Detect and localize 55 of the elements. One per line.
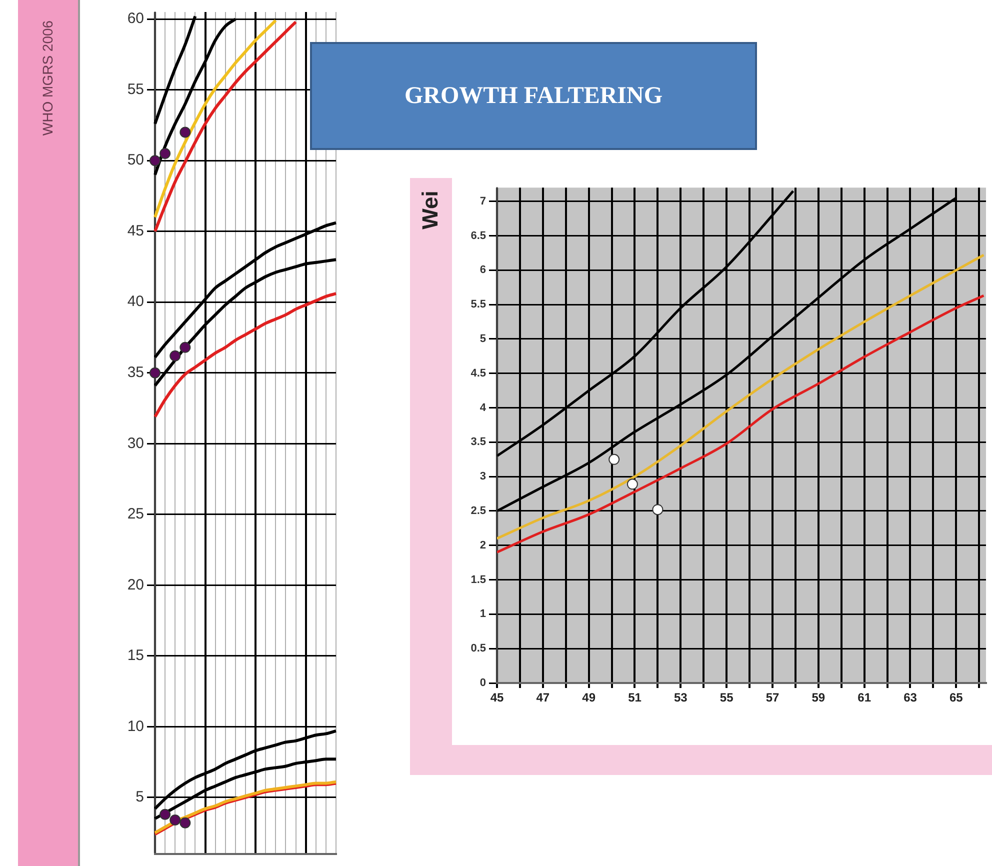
y-tick-label: 7 (480, 195, 486, 208)
point (160, 808, 171, 820)
y-tick-label: 2.5 (470, 505, 486, 518)
y-tick-label: 0.5 (470, 642, 486, 655)
y-tick-label: 60 (127, 10, 144, 28)
y-tick-label: 5 (136, 788, 144, 806)
text-box: GROWTH FALTERING (310, 42, 757, 150)
y-tick-label: 4 (480, 402, 487, 414)
x-tick-label: 61 (858, 690, 872, 705)
x-tick-label: 53 (674, 690, 688, 705)
side-strip: WHO MGRS 2006 (18, 0, 80, 866)
point (150, 155, 160, 166)
y-tick-label: 1 (480, 608, 486, 620)
x-tick-label: 47 (536, 690, 550, 705)
x-tick-label: 55 (720, 690, 734, 705)
point (608, 454, 620, 465)
y-tick-label: 30 (127, 434, 144, 452)
y-tick-label: 2 (480, 539, 486, 552)
line-series (154, 18, 278, 219)
y-tick-label: 3 (480, 470, 486, 483)
y-tick-label: 4.5 (470, 367, 486, 380)
point (180, 342, 191, 353)
y-axis-title: Wei (417, 190, 443, 230)
y-tick-label: 50 (127, 152, 144, 169)
y-tick-label: 40 (127, 293, 144, 310)
y-tick-label: 5.5 (470, 298, 486, 311)
y-tick-label: 6.5 (470, 230, 486, 242)
y-tick-label: 6 (480, 264, 486, 276)
y-tick-label: 10 (127, 718, 144, 735)
point (652, 504, 664, 516)
x-tick-label: 45 (490, 690, 504, 705)
x-tick-label: 59 (812, 690, 826, 705)
line-series (154, 20, 298, 233)
x-tick-label: 57 (766, 690, 780, 705)
y-tick-label: 0 (480, 677, 486, 690)
y-tick-label: 55 (127, 80, 144, 98)
x-tick-label: 63 (904, 690, 918, 705)
x-tick-label: 49 (582, 690, 596, 705)
y-tick-label: 20 (127, 576, 144, 594)
point (170, 814, 181, 826)
point (180, 126, 191, 138)
point (150, 367, 160, 378)
point (180, 817, 191, 828)
y-tick-label: 45 (127, 222, 144, 240)
y-tick-label: 3.5 (470, 436, 486, 448)
point (626, 478, 638, 490)
x-tick-label: 51 (628, 690, 642, 705)
y-tick-label: 25 (127, 506, 144, 523)
x-tick-label: 65 (949, 690, 964, 705)
y-tick-label: 5 (480, 333, 486, 346)
point (160, 148, 171, 160)
y-tick-label: 35 (127, 364, 144, 381)
y-tick-label: 1.5 (470, 574, 486, 586)
point (170, 350, 181, 362)
y-tick-label: 15 (127, 647, 144, 664)
